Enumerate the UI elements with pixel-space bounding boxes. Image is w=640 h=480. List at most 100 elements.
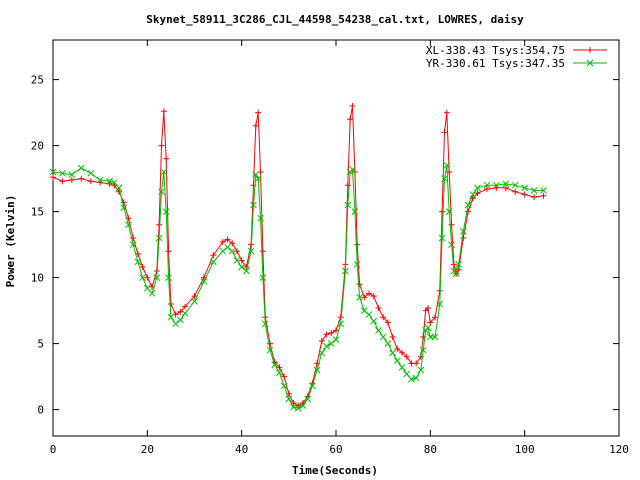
data-point: [139, 274, 146, 281]
data-point: [521, 184, 529, 192]
y-tick-label: 10: [31, 272, 44, 285]
data-point: [252, 171, 260, 178]
data-point: [167, 301, 174, 307]
legend-label: XL-338.43 Tsys:354.75: [426, 44, 565, 57]
data-point: [106, 177, 113, 185]
data-point: [412, 374, 420, 382]
data-point: [191, 298, 198, 305]
data-point: [426, 333, 434, 341]
x-tick-label: 120: [609, 443, 629, 456]
data-point: [144, 274, 151, 281]
data-point: [460, 235, 467, 241]
data-point: [465, 208, 472, 215]
data-point: [483, 181, 491, 189]
data-point: [530, 187, 538, 194]
data-point: [354, 241, 361, 248]
data-point: [276, 369, 283, 376]
data-point: [540, 192, 547, 199]
data-point: [285, 395, 293, 403]
data-point: [436, 300, 444, 308]
data-point: [353, 261, 361, 268]
data-point: [403, 353, 410, 360]
y-tick-label: 5: [37, 338, 44, 351]
data-point: [125, 221, 132, 229]
data-point: [356, 281, 363, 288]
data-point: [328, 330, 335, 337]
data-point: [87, 178, 94, 185]
data-point: [445, 208, 453, 215]
series-1: [49, 162, 547, 412]
y-axis-label: Power (Kelvin): [4, 195, 17, 288]
data-point: [332, 336, 340, 343]
data-point: [360, 307, 368, 314]
data-point: [255, 109, 262, 116]
data-point: [259, 248, 266, 255]
data-point: [389, 349, 396, 357]
x-tick-label: 100: [515, 443, 535, 456]
data-point: [257, 214, 264, 222]
data-point: [219, 247, 227, 255]
data-point: [448, 241, 455, 248]
data-point: [483, 186, 490, 193]
data-point: [459, 228, 467, 235]
data-point: [299, 402, 307, 409]
data-point: [229, 240, 236, 247]
data-point: [129, 241, 137, 248]
data-point: [443, 162, 451, 169]
data-point: [290, 403, 297, 411]
data-point: [59, 178, 66, 185]
data-point: [452, 270, 460, 277]
data-point: [87, 169, 95, 177]
data-point: [304, 395, 312, 403]
data-point: [337, 320, 345, 328]
data-point: [77, 164, 85, 172]
data-point: [228, 247, 236, 255]
data-point: [250, 201, 257, 209]
data-point: [134, 258, 142, 266]
plot-frame: [52, 39, 620, 437]
data-point: [379, 333, 387, 341]
data-point: [448, 221, 455, 228]
data-point: [347, 116, 354, 123]
data-point: [233, 257, 241, 264]
data-point: [455, 261, 462, 268]
data-point: [318, 349, 326, 357]
data-point: [210, 252, 217, 259]
x-tick-label: 20: [141, 443, 154, 456]
data-point: [158, 188, 165, 196]
data-point: [323, 331, 330, 338]
data-point: [172, 320, 179, 328]
series-line: [52, 165, 544, 409]
data-point: [318, 337, 325, 344]
data-point: [50, 174, 56, 181]
data-point: [439, 208, 446, 215]
data-point: [342, 267, 349, 275]
data-point: [344, 201, 352, 209]
data-point: [238, 257, 245, 264]
data-point: [431, 333, 439, 341]
data-point: [408, 375, 415, 383]
data-point: [160, 108, 167, 115]
data-point: [394, 345, 401, 352]
data-point: [512, 188, 519, 195]
x-tick-label: 40: [235, 443, 248, 456]
data-point: [349, 103, 356, 109]
data-point: [252, 122, 259, 129]
data-point: [399, 349, 406, 356]
axes: 0 20 40 60 80 100 120 0 5 10 15 20 25: [31, 40, 629, 456]
series-line: [52, 105, 544, 407]
data-point: [266, 340, 273, 347]
data-point: [165, 248, 172, 255]
data-point: [243, 267, 250, 275]
data-point: [356, 294, 363, 301]
data-point: [78, 175, 85, 182]
series-0: [50, 103, 547, 409]
data-point: [158, 142, 165, 149]
data-point: [266, 346, 274, 354]
data-point: [393, 357, 401, 365]
data-point: [366, 290, 373, 297]
data-point: [160, 168, 168, 176]
data-point: [281, 373, 288, 380]
